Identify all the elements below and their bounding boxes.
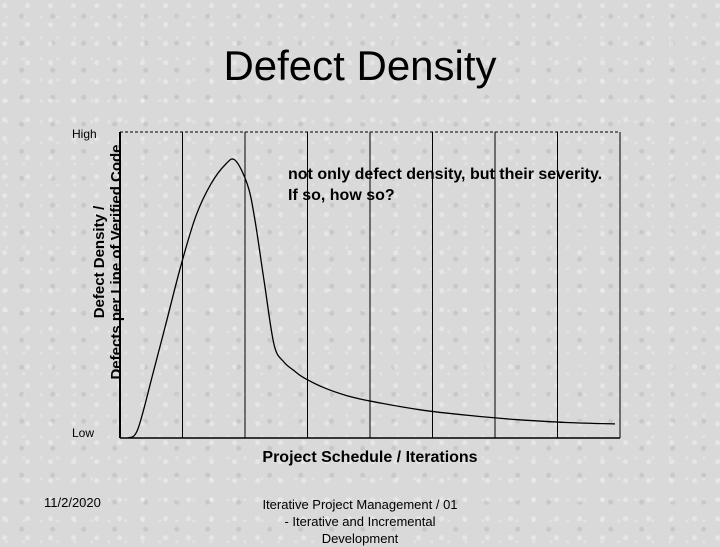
y-axis-label-line2: Defects per Line of Verified Code bbox=[108, 144, 125, 380]
y-tick-high: High bbox=[72, 127, 97, 141]
annotation-line2: If so, how so? bbox=[288, 187, 395, 204]
iteration-gridlines bbox=[182, 132, 621, 438]
footer-line1: Iterative Project Management / 01 bbox=[262, 497, 458, 512]
footer-line2: - Iterative and Incremental bbox=[284, 514, 436, 529]
y-tick-low: Low bbox=[72, 426, 95, 440]
x-axis-label: Project Schedule / Iterations bbox=[262, 449, 478, 466]
defect-density-curve bbox=[127, 158, 616, 439]
footer-course: Iterative Project Management / 01 - Iter… bbox=[230, 496, 490, 547]
annotation-line1: not only defect density, but their sever… bbox=[288, 166, 603, 183]
y-axis-label-line1: Defect Density / bbox=[91, 205, 108, 319]
footer-line3: Development bbox=[321, 531, 399, 546]
slide-title: Defect Density bbox=[223, 42, 497, 89]
y-axis-label: Defect Density / Defects per Line of Ver… bbox=[91, 144, 125, 379]
annotation-text: not only defect density, but their sever… bbox=[288, 164, 668, 206]
footer-date: 11/2/2020 bbox=[44, 495, 101, 510]
